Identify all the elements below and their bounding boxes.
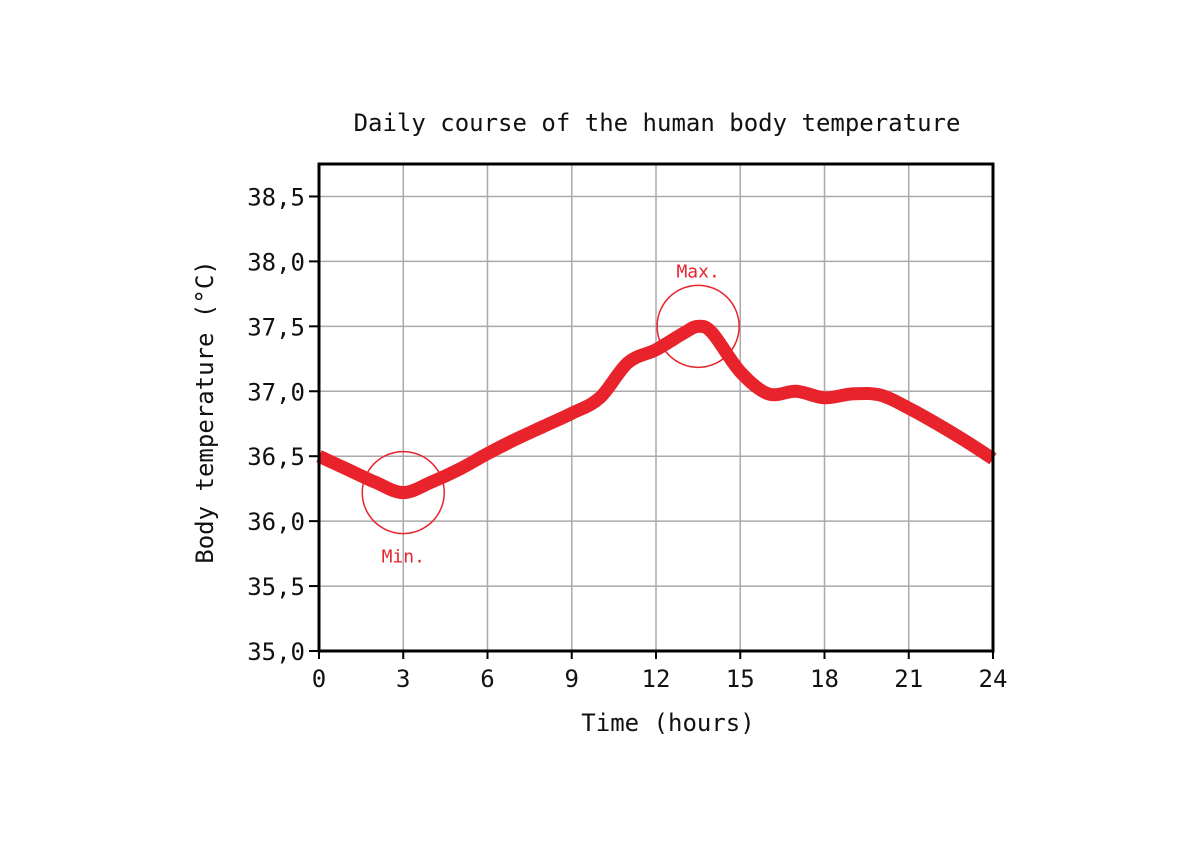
x-tick-label: 24	[979, 665, 1008, 693]
x-tick-label: 12	[642, 665, 671, 693]
annotation-circle	[361, 450, 445, 535]
x-axis-ticks: 0 3 6 9 12 15 18 21 24	[312, 651, 1008, 693]
chart-title: Daily course of the human body temperatu…	[354, 109, 961, 137]
grid	[318, 164, 994, 652]
plot-frame	[317, 162, 995, 653]
x-tick-label: 21	[894, 665, 923, 693]
y-tick-label: 38,0	[247, 248, 305, 276]
annotation-label: Min.	[382, 547, 425, 568]
y-tick-label: 38,5	[247, 183, 305, 211]
x-tick-label: 9	[565, 665, 579, 693]
series-line	[316, 319, 997, 500]
x-axis-label: Time (hours)	[581, 709, 754, 737]
x-tick-label: 15	[726, 665, 755, 693]
y-tick-label: 36,5	[247, 443, 305, 471]
y-tick-label: 37,0	[247, 378, 305, 406]
x-tick-label: 3	[396, 665, 410, 693]
annotation-circle	[656, 284, 740, 369]
x-tick-label: 0	[312, 665, 326, 693]
x-tick-label: 18	[810, 665, 839, 693]
y-axis-label: Body temperature (°C)	[191, 260, 219, 563]
series-layer	[316, 319, 997, 500]
y-axis-ticks: 35,0 35,5 36,0 36,5 37,0 37,5 38,0 38,5	[247, 183, 319, 666]
y-tick-label: 37,5	[247, 313, 305, 341]
x-tick-label: 6	[480, 665, 494, 693]
y-tick-label: 35,0	[247, 638, 305, 666]
annotations: Max. Min.	[361, 261, 740, 568]
annotation-label: Max.	[676, 261, 719, 282]
y-tick-label: 35,5	[247, 573, 305, 601]
y-tick-label: 36,0	[247, 508, 305, 536]
